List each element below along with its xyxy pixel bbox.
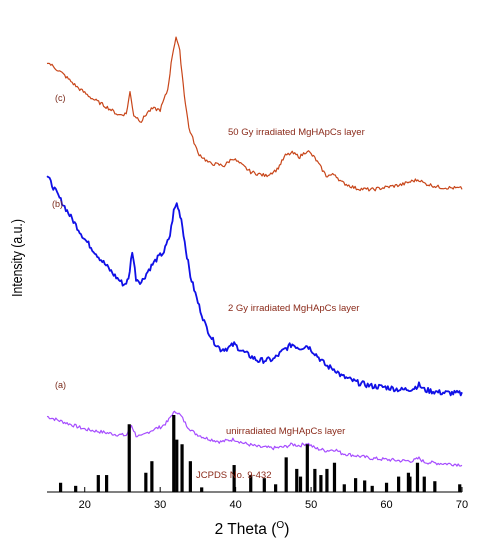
series-label: unirradiated MgHApCs layer: [226, 426, 345, 437]
reference-bar: [188, 461, 192, 492]
reference-bar: [105, 475, 109, 492]
reference-bar: [363, 480, 367, 492]
series-line: [46, 175, 463, 397]
reference-bar: [74, 485, 78, 492]
reference-bar: [172, 415, 176, 492]
reference-bar: [249, 475, 253, 492]
x-tick-label: 30: [154, 499, 166, 511]
reference-bar: [313, 468, 317, 492]
reference-bar: [415, 462, 420, 492]
reference-bar: [458, 484, 462, 492]
x-tick-label: 70: [456, 499, 468, 511]
series-line: [46, 36, 463, 192]
reference-bar: [325, 468, 329, 492]
series-line: [46, 410, 463, 467]
x-tick-label: 60: [380, 499, 392, 511]
series-label: 50 Gy irradiated MgHApCs layer: [228, 127, 365, 138]
x-ticks: 20 30 40 50 60 70: [79, 487, 468, 511]
reference-bar: [319, 475, 323, 492]
reference-bar: [96, 475, 100, 492]
reference-bar: [200, 487, 204, 492]
reference-label: JCPDS No. 9-432: [196, 470, 272, 481]
x-tick-label: 40: [230, 499, 242, 511]
reference-bar: [408, 476, 412, 492]
x-axis-title-text: 2 Theta: [215, 521, 268, 538]
series-tag: (c): [55, 93, 66, 103]
reference-bar: [342, 484, 346, 492]
series-label: 2 Gy irradiated MgHApCs layer: [228, 303, 359, 314]
x-axis-title: 2 Theta (O): [215, 520, 290, 538]
x-tick-label: 50: [305, 499, 317, 511]
reference-bar: [127, 424, 131, 492]
reference-bar: [295, 468, 299, 492]
reference-bar: [262, 478, 266, 492]
reference-bar: [232, 465, 236, 492]
reference-bar: [150, 461, 154, 492]
reference-bar: [180, 444, 184, 492]
reference-bar: [144, 472, 148, 492]
reference-bar: [354, 478, 358, 492]
series-tag: (b): [52, 199, 63, 209]
reference-bar: [298, 476, 303, 492]
reference-bar: [284, 457, 288, 492]
x-tick-label: 20: [79, 499, 91, 511]
reference-bar: [305, 444, 309, 492]
y-axis-title: Intensity (a.u.): [9, 219, 25, 297]
curve-labels: (a) unirradiated MgHApCs layer (b) 2 Gy irr…: [52, 93, 365, 481]
reference-pattern: [58, 415, 462, 492]
reference-bar: [433, 481, 437, 492]
series-tag: (a): [55, 380, 66, 390]
reference-bar: [175, 439, 179, 492]
diffraction-curves: [46, 36, 463, 467]
x-axis-unit: O: [276, 520, 284, 531]
reference-bar: [332, 462, 337, 492]
reference-bar: [58, 482, 63, 492]
reference-bar: [422, 476, 426, 492]
reference-bar: [397, 476, 401, 492]
reference-bar: [370, 485, 374, 492]
reference-bar: [274, 484, 278, 492]
